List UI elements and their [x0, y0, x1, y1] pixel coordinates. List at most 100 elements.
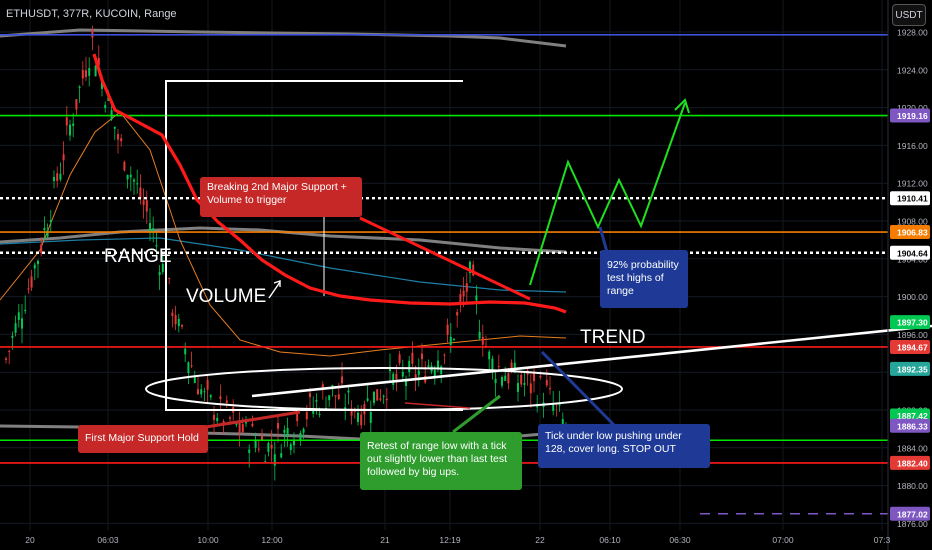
- candle-body: [187, 362, 190, 373]
- candle-body: [62, 154, 65, 161]
- price-label-tag: [890, 225, 930, 240]
- candle-body: [209, 395, 212, 398]
- candle-body: [392, 373, 395, 385]
- candle-body: [46, 230, 49, 237]
- candle-body: [328, 395, 331, 401]
- candle-body: [248, 449, 251, 453]
- candle-body: [494, 378, 497, 384]
- candle-body: [443, 354, 446, 356]
- time-tick-label: 12:00: [261, 535, 283, 545]
- candle-body: [216, 417, 219, 422]
- candle-body: [94, 65, 97, 77]
- trend-label: TREND: [580, 327, 646, 348]
- trend-line: [251, 324, 932, 398]
- candle-body: [545, 379, 548, 386]
- candle-body: [446, 324, 449, 335]
- candle-body: [283, 429, 286, 433]
- candle-body: [30, 276, 33, 288]
- price-label-text: 1919.16: [897, 111, 928, 121]
- candle-body: [254, 439, 257, 448]
- candle-body: [59, 173, 62, 180]
- candle-body: [123, 161, 126, 171]
- price-label-tag: [890, 455, 930, 470]
- first-support-note: First Major Support Hold: [78, 425, 208, 453]
- candle-body: [261, 436, 263, 440]
- tick-under-note: Tick under low pushing under 128, cover …: [538, 424, 710, 468]
- price-axis: 1872.001876.001880.001884.001888.001892.…: [887, 0, 930, 550]
- candle-body: [27, 288, 30, 290]
- candle-body: [72, 123, 75, 126]
- candle-body: [456, 311, 459, 316]
- candle-body: [113, 126, 116, 129]
- candle-body: [465, 283, 468, 292]
- candle-body: [200, 389, 203, 395]
- candle-body: [321, 384, 324, 389]
- candle-body: [555, 404, 558, 406]
- candle-body: [478, 331, 481, 339]
- candle-body: [379, 398, 382, 400]
- candle-body: [133, 179, 135, 182]
- candle-body: [347, 390, 350, 393]
- time-tick-label: 07:3: [874, 535, 891, 545]
- candle-body: [405, 380, 407, 386]
- candle-body: [222, 421, 225, 424]
- blue-pointer-2: [598, 226, 609, 253]
- candle-body: [475, 295, 478, 301]
- candle-body: [104, 104, 107, 109]
- candle-body: [24, 309, 27, 312]
- price-tick-label: 1876.00: [897, 519, 928, 529]
- candle-body: [17, 312, 20, 321]
- retest-note: Retest of range low with a tick out slig…: [360, 432, 522, 490]
- candle-body: [78, 86, 81, 88]
- candle-body: [280, 453, 283, 458]
- candle-body: [267, 442, 270, 452]
- candle-body: [408, 360, 411, 373]
- candle-body: [501, 377, 503, 386]
- candle-body: [273, 454, 276, 466]
- candle-body: [357, 412, 359, 422]
- price-tick-label: 1884.00: [897, 443, 928, 453]
- candle-body: [213, 414, 215, 420]
- candle-body: [296, 411, 299, 422]
- candle-body: [88, 68, 91, 76]
- candle-body: [161, 264, 164, 272]
- candle-body: [168, 278, 171, 280]
- price-label-text: 1897.30: [897, 318, 928, 328]
- probability-note: 92% probability test highs of range: [600, 250, 688, 308]
- candle-body: [385, 398, 388, 401]
- candle-body: [184, 348, 187, 355]
- candle-body: [398, 354, 401, 364]
- candle-body: [472, 264, 475, 276]
- candle-body: [117, 134, 119, 140]
- red-trend-curve: [92, 53, 567, 314]
- candle-body: [155, 245, 158, 247]
- price-label-tag: [890, 191, 930, 206]
- projection-path: [529, 102, 686, 286]
- candle-body: [437, 360, 439, 370]
- volume-label: VOLUME: [186, 286, 267, 307]
- candle-body: [488, 351, 491, 360]
- candle-body: [344, 407, 347, 410]
- time-tick-label: 10:00: [197, 535, 219, 545]
- candle-body: [309, 393, 311, 398]
- candle-body: [341, 376, 343, 384]
- candle-body: [5, 358, 7, 360]
- candle-body: [11, 335, 14, 338]
- price-label-tag: [890, 361, 930, 376]
- ema-line: [0, 237, 567, 293]
- candle-body: [139, 187, 142, 199]
- candle-body: [142, 200, 145, 205]
- candle-body: [75, 99, 78, 110]
- currency-button[interactable]: USDT: [892, 4, 926, 26]
- candle-body: [126, 174, 129, 180]
- candle-body: [401, 371, 404, 377]
- candle-body: [69, 124, 71, 136]
- bollinger-band: [0, 226, 567, 254]
- candlesticks: [5, 25, 567, 481]
- candle-body: [238, 423, 241, 433]
- candle-body: [257, 448, 260, 450]
- candle-body: [299, 432, 302, 441]
- candle-body: [389, 366, 391, 372]
- candle-body: [334, 395, 337, 397]
- time-tick-label: 06:30: [669, 535, 691, 545]
